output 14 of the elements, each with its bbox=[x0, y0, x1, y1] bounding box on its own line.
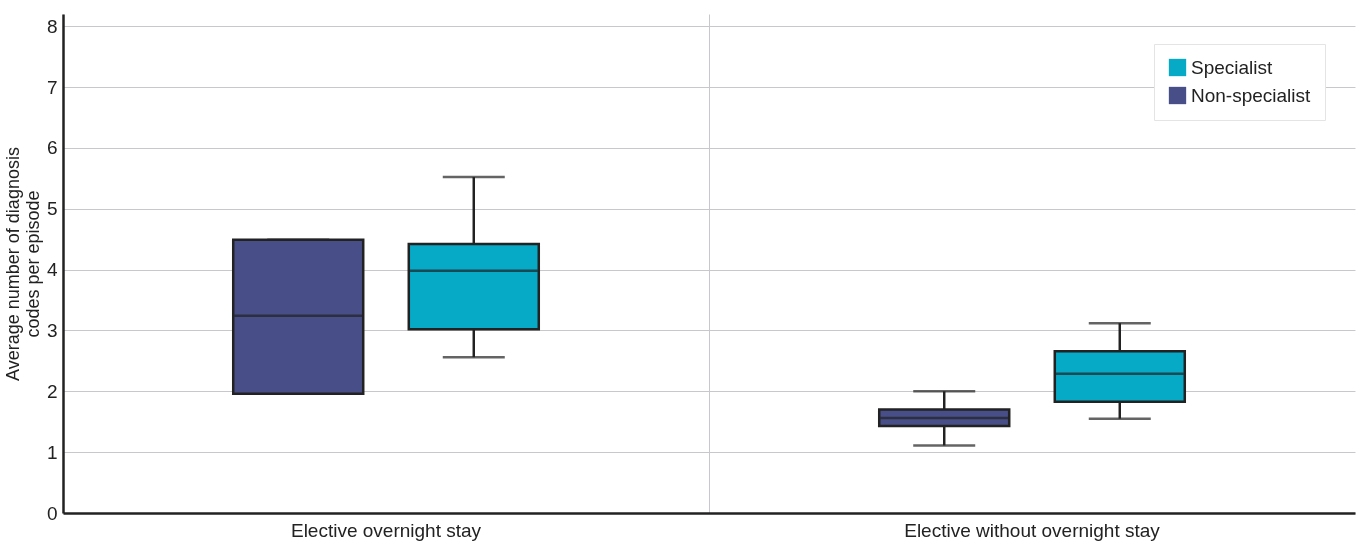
y-tick-label: 3 bbox=[46, 319, 58, 341]
y-tick-label: 2 bbox=[46, 380, 58, 402]
y-tick-label: 6 bbox=[46, 137, 58, 159]
y-tick-label: 7 bbox=[46, 76, 58, 98]
legend-label: Non-specialist bbox=[1191, 84, 1312, 106]
y-tick-label: 0 bbox=[46, 502, 58, 524]
y-tick-label: 1 bbox=[46, 441, 58, 463]
legend-label: Specialist bbox=[1191, 56, 1274, 78]
y-tick-label: 8 bbox=[46, 15, 58, 37]
y-tick-label: 5 bbox=[46, 198, 58, 220]
y-axis-title: Average number of diagnosis codes per episode bbox=[2, 147, 43, 381]
y-tick-label: 4 bbox=[46, 259, 58, 281]
x-tick-label: Elective overnight stay bbox=[290, 519, 482, 541]
x-tick-label: Elective without overnight stay bbox=[904, 519, 1161, 541]
